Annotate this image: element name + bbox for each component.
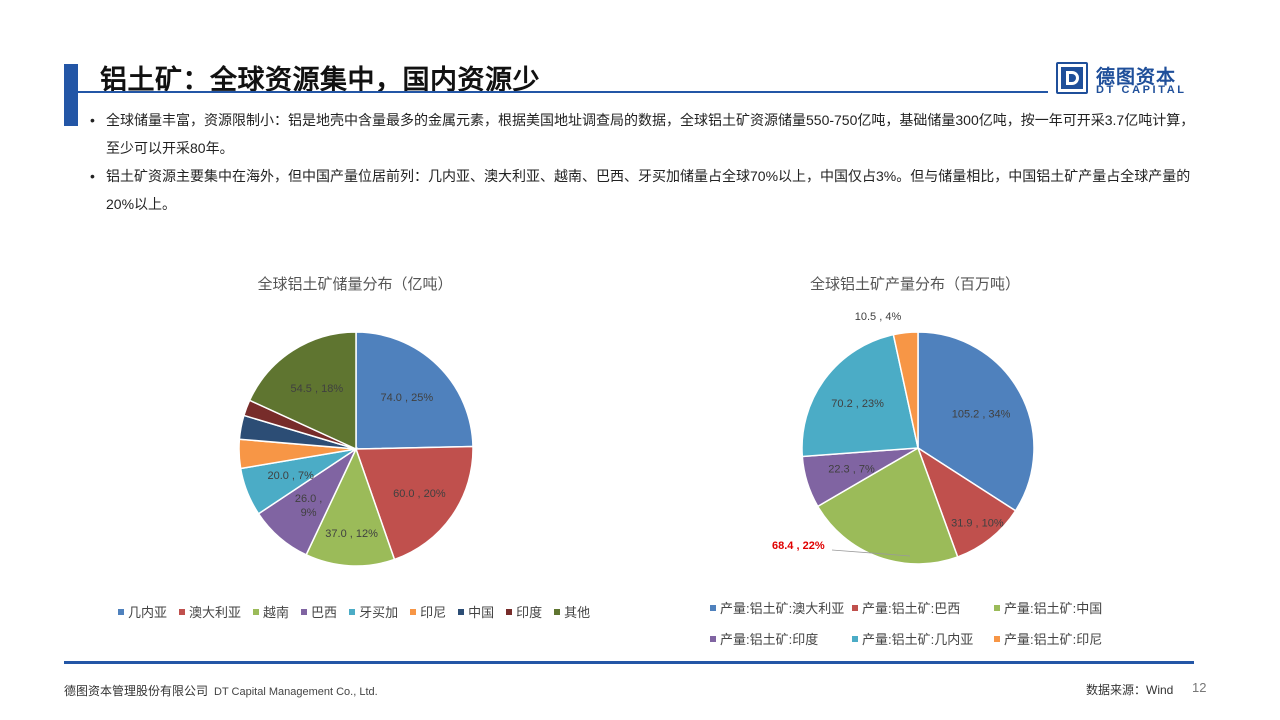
legend-item: 印尼 — [410, 602, 446, 621]
footer-company-en: DT Capital Management Co., Ltd. — [214, 686, 378, 698]
production-slice-1 — [916, 446, 1017, 558]
reserves-slice-8 — [248, 331, 357, 451]
legend-item: 其他 — [554, 602, 590, 621]
reserves-legend: 几内亚 澳大利亚 越南 巴西 牙买加 印尼 中国 印度 其他 — [118, 602, 638, 621]
legend-item: 中国 — [458, 602, 494, 621]
legend-item: 巴西 — [301, 602, 337, 621]
production-chart-title: 全球铝土矿产量分布（百万吨） — [809, 276, 1020, 293]
production-data-label: 68.4 , 22% — [772, 540, 825, 552]
reserves-data-label: 26.0 , 9% — [295, 493, 323, 519]
legend-item: 产量:铝土矿:几内亚 — [852, 629, 994, 648]
legend-swatch — [710, 635, 716, 642]
legend-label: 几内亚 — [128, 605, 168, 620]
logo-text-cn: 德图资本 — [1096, 67, 1177, 88]
legend-item: 越南 — [253, 602, 289, 621]
legend-swatch — [118, 608, 124, 615]
legend-label: 产量:铝土矿:澳大利亚 — [720, 601, 845, 616]
legend-label: 中国 — [468, 605, 495, 620]
legend-label: 产量:铝土矿:印尼 — [1004, 632, 1103, 647]
legend-swatch — [710, 604, 716, 611]
legend-label: 产量:铝土矿:巴西 — [862, 601, 961, 616]
bullet-item: 铝土矿资源主要集中在海外，但中国产量位居前列：几内亚、澳大利亚、越南、巴西、牙买… — [90, 162, 1200, 218]
legend-item: 产量:铝土矿:印尼 — [994, 629, 1136, 648]
legend-swatch — [410, 608, 417, 615]
legend-label: 产量:铝土矿:印度 — [720, 632, 819, 647]
legend-swatch — [506, 608, 513, 615]
production-slice-4 — [801, 333, 919, 458]
legend-label: 其他 — [564, 605, 591, 620]
title-accent-bar — [64, 64, 78, 126]
legend-item: 产量:铝土矿:中国 — [994, 598, 1136, 617]
legend-swatch — [994, 604, 1000, 611]
legend-label: 产量:铝土矿:中国 — [1004, 601, 1103, 616]
legend-swatch — [349, 608, 356, 615]
footer-source: 数据来源：Wind — [1086, 683, 1174, 697]
production-data-label: 70.2 , 23% — [831, 398, 884, 410]
reserves-data-label: 20.0 , 7% — [267, 470, 314, 482]
footer-company: 德图资本管理股份有限公司 DT Capital Management Co., L… — [64, 682, 378, 699]
bullet-item: 全球储量丰富，资源限制小：铝是地壳中含量最多的金属元素，根据美国地址调查局的数据… — [90, 106, 1200, 162]
page-title: 铝土矿：全球资源集中，国内资源少 — [100, 65, 540, 95]
production-slice-5 — [892, 331, 919, 449]
production-slice-2 — [816, 446, 959, 565]
legend-swatch — [179, 608, 186, 615]
reserves-slice-2 — [305, 447, 396, 567]
production-data-label: 31.9 , 10% — [951, 517, 1004, 529]
legend-label: 印尼 — [420, 605, 447, 620]
legend-item: 产量:铝土矿:澳大利亚 — [710, 598, 852, 617]
production-data-label: 105.2 , 34% — [952, 409, 1011, 421]
legend-label: 牙买加 — [359, 605, 399, 620]
page-number: 12 — [1192, 680, 1207, 695]
reserves-data-label: 74.0 , 25% — [381, 392, 434, 404]
logo-d-icon — [1056, 62, 1088, 94]
legend-label: 巴西 — [311, 605, 338, 620]
legend-swatch — [994, 635, 1000, 642]
production-data-label: 10.5 , 4% — [855, 311, 902, 323]
footer-company-cn: 德图资本管理股份有限公司 — [64, 684, 209, 698]
legend-swatch — [554, 608, 561, 615]
legend-item: 几内亚 — [118, 602, 167, 621]
legend-item: 牙买加 — [349, 602, 398, 621]
reserves-data-label: 60.0 , 20% — [393, 488, 446, 500]
legend-label: 印度 — [516, 605, 543, 620]
production-leader-line — [831, 549, 911, 557]
legend-label: 澳大利亚 — [189, 605, 242, 620]
legend-swatch — [253, 608, 260, 615]
legend-swatch — [852, 604, 858, 611]
legend-item: 产量:铝土矿:巴西 — [852, 598, 994, 617]
production-pie-chart: 105.2 , 34% 31.9 , 10% 68.4 , 22% 22.3 , 7%… — [772, 311, 1035, 565]
legend-item: 印度 — [506, 602, 542, 621]
reserves-slice-0 — [355, 331, 474, 450]
legend-swatch — [458, 608, 465, 615]
logo-text-en: DT CAPITAL — [1096, 84, 1187, 96]
legend-label: 产量:铝土矿:几内亚 — [862, 632, 974, 647]
reserves-data-label: 54.5 , 18% — [291, 383, 344, 395]
company-logo: 德图资本 DT CAPITAL — [1056, 60, 1196, 98]
reserves-chart-title: 全球铝土矿储量分布（亿吨） — [257, 276, 453, 293]
legend-swatch — [301, 608, 308, 615]
production-legend: 产量:铝土矿:澳大利亚 产量:铝土矿:巴西 产量:铝土矿:中国产量:铝土矿:印度 产量… — [710, 598, 1230, 648]
legend-item: 澳大利亚 — [179, 602, 241, 621]
production-data-label: 22.3 , 7% — [828, 464, 875, 476]
legend-label: 越南 — [263, 605, 290, 620]
bullet-list: 全球储量丰富，资源限制小：铝是地壳中含量最多的金属元素，根据美国地址调查局的数据… — [90, 106, 1200, 218]
title-rule — [78, 91, 1048, 93]
reserves-data-label: 37.0 , 12% — [325, 528, 378, 540]
legend-swatch — [852, 635, 858, 642]
footer-rule — [64, 661, 1194, 664]
reserves-pie-chart: 74.0 , 25% 60.0 , 20% 37.0 , 12%26.0 , 9% 20… — [238, 331, 474, 567]
legend-item: 产量:铝土矿:印度 — [710, 629, 852, 648]
